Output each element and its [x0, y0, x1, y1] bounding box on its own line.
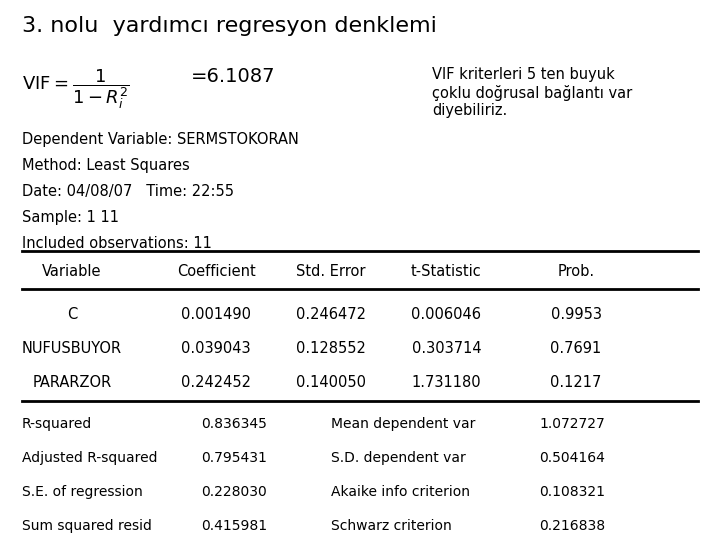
Text: 0.7691: 0.7691 [550, 341, 602, 356]
Text: Dependent Variable: SERMSTOKORAN: Dependent Variable: SERMSTOKORAN [22, 132, 299, 147]
Text: S.E. of regression: S.E. of regression [22, 485, 143, 499]
Text: 1.072727: 1.072727 [539, 417, 605, 431]
Text: Variable: Variable [42, 264, 102, 279]
Text: 0.303714: 0.303714 [412, 341, 481, 356]
Text: 0.504164: 0.504164 [539, 451, 605, 465]
Text: $\mathrm{VIF} = \dfrac{1}{1 - R_i^2}$: $\mathrm{VIF} = \dfrac{1}{1 - R_i^2}$ [22, 68, 130, 111]
Text: Schwarz criterion: Schwarz criterion [331, 519, 452, 533]
Text: S.D. dependent var: S.D. dependent var [331, 451, 466, 465]
Text: 0.001490: 0.001490 [181, 307, 251, 322]
Text: Sum squared resid: Sum squared resid [22, 519, 151, 533]
Text: Coefficient: Coefficient [176, 264, 256, 279]
Text: 0.1217: 0.1217 [550, 375, 602, 390]
Text: 0.415981: 0.415981 [202, 519, 268, 533]
Text: 0.216838: 0.216838 [539, 519, 605, 533]
Text: 0.836345: 0.836345 [202, 417, 267, 431]
Text: Included observations: 11: Included observations: 11 [22, 236, 212, 251]
Text: PARARZOR: PARARZOR [32, 375, 112, 390]
Text: VIF kriterleri 5 ten buyuk
çoklu doğrusal bağlantı var
diyebiliriz.: VIF kriterleri 5 ten buyuk çoklu doğrusa… [432, 68, 632, 118]
Text: 0.140050: 0.140050 [296, 375, 366, 390]
Text: Akaike info criterion: Akaike info criterion [331, 485, 470, 499]
Text: Sample: 1 11: Sample: 1 11 [22, 210, 119, 225]
Text: Date: 04/08/07   Time: 22:55: Date: 04/08/07 Time: 22:55 [22, 184, 233, 199]
Text: Method: Least Squares: Method: Least Squares [22, 158, 189, 173]
Text: 0.9953: 0.9953 [551, 307, 601, 322]
Text: 0.242452: 0.242452 [181, 375, 251, 390]
Text: Std. Error: Std. Error [297, 264, 366, 279]
Text: 0.039043: 0.039043 [181, 341, 251, 356]
Text: NUFUSBUYOR: NUFUSBUYOR [22, 341, 122, 356]
Text: Adjusted R-squared: Adjusted R-squared [22, 451, 157, 465]
Text: =6.1087: =6.1087 [191, 68, 275, 86]
Text: C: C [67, 307, 77, 322]
Text: t-Statistic: t-Statistic [411, 264, 482, 279]
Text: 0.246472: 0.246472 [296, 307, 366, 322]
Text: 3. nolu  yardımcı regresyon denklemi: 3. nolu yardımcı regresyon denklemi [22, 16, 436, 36]
Text: R-squared: R-squared [22, 417, 92, 431]
Text: Prob.: Prob. [557, 264, 595, 279]
Text: 0.006046: 0.006046 [411, 307, 482, 322]
Text: 0.228030: 0.228030 [202, 485, 267, 499]
Text: 1.731180: 1.731180 [412, 375, 481, 390]
Text: 0.108321: 0.108321 [539, 485, 605, 499]
Text: 0.128552: 0.128552 [296, 341, 366, 356]
Text: Mean dependent var: Mean dependent var [331, 417, 476, 431]
Text: 0.795431: 0.795431 [202, 451, 267, 465]
